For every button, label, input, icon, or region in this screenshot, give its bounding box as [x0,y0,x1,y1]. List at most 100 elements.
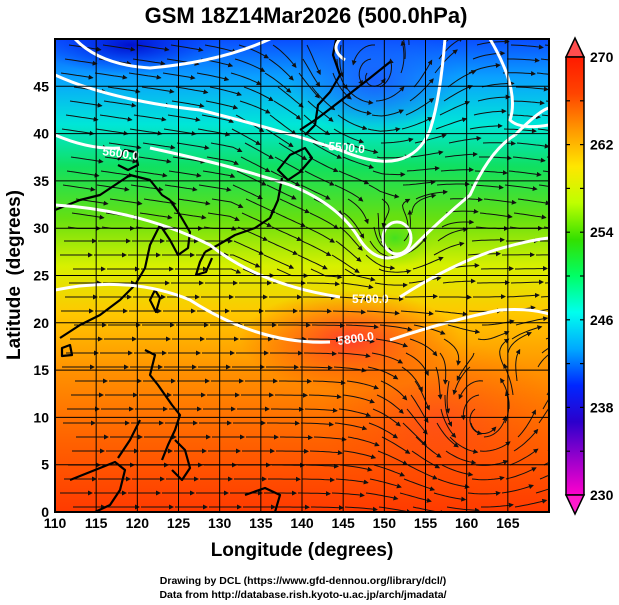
streamline [342,156,375,169]
coastline-hainan [60,343,74,358]
streamline [268,58,294,81]
streamline [298,491,331,497]
streamline [61,128,95,136]
streamline [507,57,540,63]
streamline [338,44,344,78]
streamline [444,395,453,427]
contour-5600-tail [513,106,549,137]
streamline [168,170,202,178]
streamline [536,72,549,75]
y-axis-ticks: 0 5 10 15 20 25 30 35 40 45 [33,78,49,520]
x-tick-label: 110 [44,515,67,531]
streamline [269,114,297,135]
streamline [538,184,549,187]
streamline [409,78,434,102]
streamline [312,380,346,386]
y-tick-label: 30 [33,220,49,236]
streamline [401,117,433,130]
streamline [302,58,321,88]
streamline [511,100,545,106]
streamline [266,184,297,200]
streamline [241,212,273,227]
x-tick-label: 125 [167,515,191,531]
streamline [347,436,380,447]
contour-5500-east [488,39,549,129]
streamline [474,170,508,176]
contour-5400-north [73,39,271,70]
cold-low-north [290,39,460,135]
streamline [517,198,549,206]
streamline [368,184,400,199]
streamline [435,117,468,130]
streamline [99,114,133,122]
streamline [515,316,549,326]
streamline [313,436,347,442]
streamline [211,198,244,208]
colorbar-lower-extend [564,494,586,516]
streamline [512,156,546,163]
streamline [308,156,339,173]
streamline [62,184,96,192]
streamline [230,254,261,268]
streamline [336,296,370,302]
streamline [409,338,438,357]
streamline [303,114,331,136]
streamline [175,86,209,95]
streamline [309,450,343,456]
streamline [171,100,205,109]
y-tick-label: 10 [33,409,49,425]
streamline [441,219,475,228]
y-tick-label: 35 [33,173,49,189]
coastline-hokkaido [276,146,314,182]
streamline [103,100,137,108]
x-tick-label: 155 [414,515,438,531]
streamline [541,114,549,117]
streamline [271,226,303,241]
streamline [479,441,511,452]
streamline [170,44,204,53]
streamline [139,212,173,220]
contour-label-5600: 5600.0 [102,144,141,163]
streamline [100,170,134,178]
streamline [371,352,404,364]
y-tick-label: 5 [41,457,49,473]
streamline [177,198,211,206]
streamline [102,44,136,52]
streamline [280,434,313,440]
streamline [506,292,540,298]
x-tick-label: 145 [331,515,355,531]
streamline [273,100,302,120]
y-tick-label: 15 [33,362,49,378]
streamline [339,226,363,251]
streamline [410,150,444,158]
streamline [108,142,142,150]
streamline [414,133,447,144]
streamline [267,240,299,255]
streamline [107,86,141,94]
streamline [374,282,408,288]
streamline [447,70,477,88]
streamline [136,44,170,52]
streamline [309,212,339,230]
x-tick-label: 120 [126,515,150,531]
colorbar-tick-label: 238 [590,399,614,415]
streamline [133,114,167,122]
y-tick-label: 40 [33,126,49,142]
contour-label-5500: 5500.0 [328,139,366,156]
streamline [483,198,517,205]
streamline [335,478,369,485]
streamline [542,397,549,410]
streamline [167,114,201,122]
streamline [365,254,396,271]
streamline [233,240,265,255]
streamline [435,366,443,400]
streamline [300,365,333,371]
streamline [513,428,539,452]
streamline [411,193,437,214]
streamline [467,490,501,496]
streamline [272,44,297,68]
credit-drawing: Drawing by DCL (https://www.gfd-dennou.o… [160,575,446,587]
streamline [238,44,270,59]
streamline [537,128,549,131]
streamline [196,72,230,82]
